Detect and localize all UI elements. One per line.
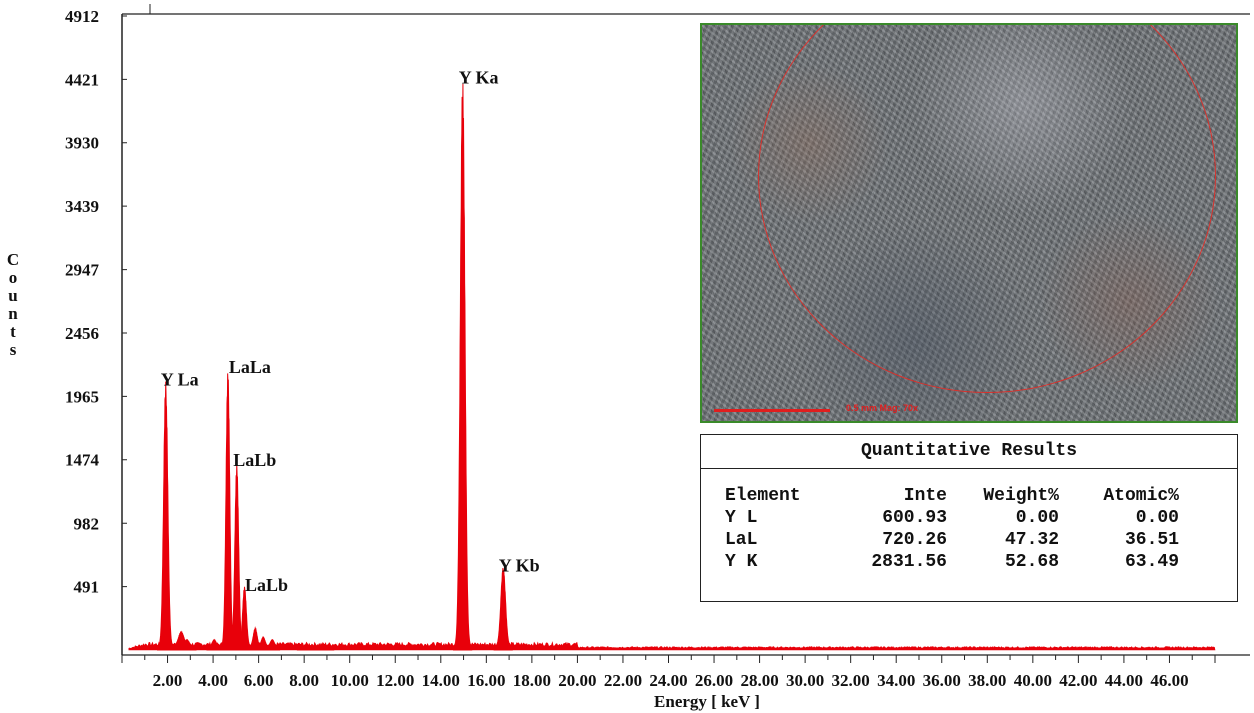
- spectrum-peak: [493, 567, 513, 651]
- x-axis-label: Energy [ keV ]: [654, 692, 760, 711]
- y-tick-label: 1965: [65, 387, 99, 406]
- spectrum-peak: [264, 638, 281, 651]
- y-tick-label: 491: [74, 578, 100, 597]
- x-tick-label: 10.00: [331, 671, 369, 690]
- plot-area: [121, 4, 1250, 655]
- column-header: Element: [725, 486, 801, 506]
- quantitative-results-panel: Quantitative Results Element Inte Weight…: [700, 434, 1238, 602]
- y-axis-label-char: n: [8, 304, 18, 323]
- weight-cell: 47.32: [1004, 530, 1059, 550]
- x-tick-label: 12.00: [376, 671, 414, 690]
- x-tick-label: 34.00: [877, 671, 915, 690]
- x-tick-label: 42.00: [1059, 671, 1097, 690]
- x-tick-label: 36.00: [923, 671, 961, 690]
- peak-label: Y Kb: [499, 555, 540, 575]
- y-tick-label: 3439: [65, 197, 99, 216]
- y-axis-label-char: t: [10, 322, 16, 341]
- x-tick-label: 38.00: [968, 671, 1006, 690]
- y-axis-label-char: s: [10, 340, 17, 359]
- column-header: Inte: [903, 486, 947, 506]
- element-cell: LaL: [725, 530, 758, 550]
- spectrum-peak: [206, 638, 223, 651]
- spectrum-peak: [236, 586, 253, 651]
- table-row: Y K 2831.56 52.68 63.49: [725, 551, 1179, 573]
- x-tick-label: 14.00: [422, 671, 460, 690]
- x-tick-label: 20.00: [558, 671, 596, 690]
- spectrum-peak: [453, 83, 473, 651]
- x-tick-label: 30.00: [786, 671, 824, 690]
- y-axis-label-char: C: [7, 250, 19, 269]
- x-tick-label: 18.00: [513, 671, 551, 690]
- y-tick-label: 3930: [65, 134, 99, 153]
- peak-annotations: Y La LaLa LaLb LaLb Y Ka Y Kb: [161, 68, 540, 595]
- y-tick-label: 1474: [65, 451, 100, 470]
- table-row: LaL 720.26 47.32 36.51: [725, 529, 1179, 551]
- results-table: Element Inte Weight% Atomic% Y L 600.93 …: [725, 485, 1179, 573]
- results-title: Quantitative Results: [701, 435, 1237, 469]
- x-tick-label: 32.00: [832, 671, 870, 690]
- scale-bar: [714, 409, 830, 412]
- spectrum-peak: [220, 373, 236, 651]
- intensity-cell: 720.26: [882, 530, 947, 550]
- x-tick-label: 28.00: [740, 671, 778, 690]
- spectrum-peak: [157, 381, 175, 651]
- y-axis-label-char: u: [8, 286, 17, 305]
- x-tick-label: 22.00: [604, 671, 642, 690]
- x-tick-label: 16.00: [467, 671, 505, 690]
- x-tick-label: 8.00: [289, 671, 319, 690]
- weight-cell: 0.00: [1015, 508, 1059, 528]
- x-tick-label: 40.00: [1014, 671, 1052, 690]
- x-tick-label: 26.00: [695, 671, 733, 690]
- column-header: Atomic%: [1103, 486, 1179, 506]
- x-tick-label: 2.00: [153, 671, 183, 690]
- y-tick-label: 4912: [65, 7, 99, 26]
- spectrum-baseline: [128, 641, 1216, 651]
- intensity-cell: 600.93: [882, 508, 947, 528]
- y-tick-label: 2456: [65, 324, 99, 343]
- column-header: Weight%: [983, 486, 1059, 506]
- spectrum-peak: [296, 645, 335, 651]
- peak-label: LaLb: [233, 450, 276, 470]
- y-axis-ticks: 491 982 1474 1965 2456 2947 3439 3930 4421 4912: [65, 7, 127, 597]
- scale-bar-label: 0.5 mm Mag: 70x: [846, 403, 919, 413]
- x-axis: 2.00 4.00 6.00 8.00 10.00 12.00 14.00 16.00 18.0…: [121, 654, 1250, 690]
- x-tick-label: 46.00: [1150, 671, 1188, 690]
- element-cell: Y L: [725, 508, 758, 528]
- spectrum-peak: [177, 638, 197, 651]
- y-tick-label: 2947: [65, 261, 100, 280]
- intensity-cell: 2831.56: [871, 552, 947, 572]
- peak-label: LaLb: [245, 575, 288, 595]
- table-row: Y L 600.93 0.00 0.00: [725, 507, 1179, 529]
- sample-micrograph: 0.5 mm Mag: 70x: [700, 23, 1238, 423]
- peak-label: Y Ka: [459, 68, 499, 88]
- peak-label: Y La: [161, 370, 199, 390]
- y-tick-label: 4421: [65, 70, 99, 89]
- y-tick-label: 982: [74, 514, 100, 533]
- element-cell: Y K: [725, 552, 758, 572]
- peak-label: LaLa: [229, 357, 271, 377]
- y-axis-label-char: o: [9, 268, 18, 287]
- x-tick-label: 4.00: [198, 671, 228, 690]
- x-tick-label: 44.00: [1105, 671, 1143, 690]
- results-header-row: Element Inte Weight% Atomic%: [725, 485, 1179, 507]
- weight-cell: 52.68: [1004, 552, 1059, 572]
- analysis-area-circle: [758, 25, 1216, 393]
- atomic-cell: 0.00: [1135, 508, 1179, 528]
- atomic-cell: 63.49: [1124, 552, 1179, 572]
- x-tick-label: 24.00: [649, 671, 687, 690]
- x-tick-label: 6.00: [244, 671, 274, 690]
- atomic-cell: 36.51: [1124, 530, 1179, 550]
